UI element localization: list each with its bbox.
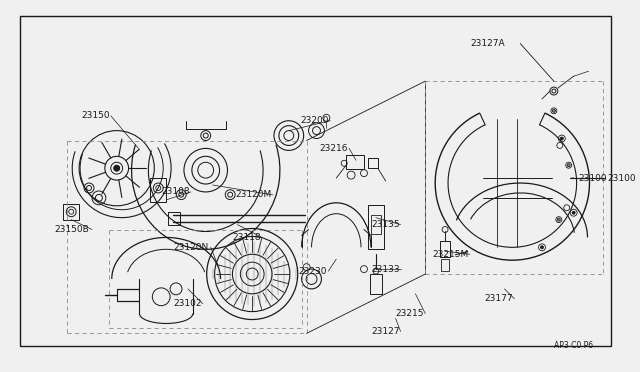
Circle shape <box>557 218 560 221</box>
Text: 23100: 23100 <box>607 174 636 183</box>
Bar <box>168 212 180 225</box>
Text: 23120M: 23120M <box>236 190 271 199</box>
Text: 23120N: 23120N <box>173 243 209 252</box>
Bar <box>371 215 381 234</box>
Bar <box>440 241 450 257</box>
Bar <box>368 158 378 168</box>
Bar <box>370 274 382 294</box>
Text: 23102: 23102 <box>173 299 202 308</box>
Text: AP3 C0 P6: AP3 C0 P6 <box>554 341 593 350</box>
Bar <box>346 155 364 169</box>
Circle shape <box>560 137 563 140</box>
Circle shape <box>114 165 120 171</box>
Circle shape <box>552 109 556 112</box>
Text: 23177: 23177 <box>484 294 513 303</box>
Text: 23118: 23118 <box>232 233 261 242</box>
Text: 23108: 23108 <box>161 187 190 196</box>
Bar <box>63 204 79 219</box>
Text: 23127A: 23127A <box>471 39 506 48</box>
Circle shape <box>541 246 543 249</box>
Circle shape <box>572 211 575 214</box>
Circle shape <box>567 164 570 167</box>
Bar <box>441 259 449 271</box>
Text: 23200: 23200 <box>301 116 329 125</box>
Text: 23127: 23127 <box>371 327 399 336</box>
Text: 23135: 23135 <box>371 220 399 229</box>
Text: 23150B: 23150B <box>54 225 89 234</box>
Text: 23230: 23230 <box>299 267 327 276</box>
Text: 23216: 23216 <box>319 144 348 153</box>
Text: 23215M: 23215M <box>432 250 468 259</box>
Bar <box>368 205 384 249</box>
Text: 23150: 23150 <box>81 111 109 120</box>
Text: 23133: 23133 <box>371 264 399 273</box>
Text: 23215: 23215 <box>396 309 424 318</box>
Bar <box>150 178 166 202</box>
Bar <box>20 16 611 346</box>
Text: 23100: 23100 <box>579 174 607 183</box>
